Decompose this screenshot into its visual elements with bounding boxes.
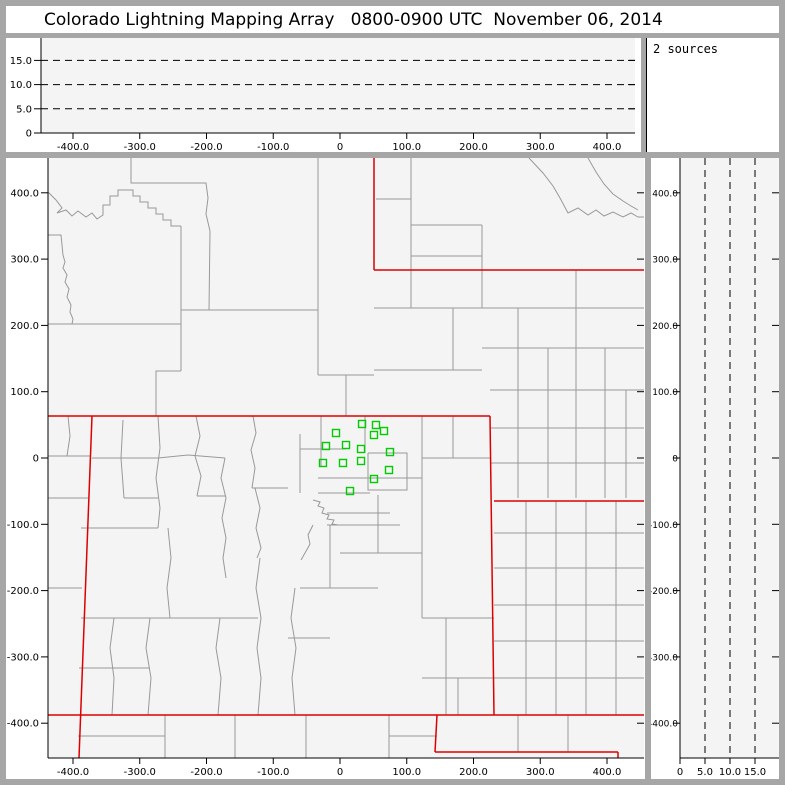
county-border-line: [587, 158, 639, 211]
ns-tick-label: 0: [672, 455, 678, 465]
page-title: Colorado Lightning Mapping Array 0800-09…: [44, 9, 663, 30]
plan-view-map-panel[interactable]: 400.0 300.0 200.0 100.0 0 -100.0 -200.0 -300.0 -…: [6, 158, 645, 779]
county-border-line: [155, 370, 181, 416]
lma-station-marker: [356, 444, 366, 454]
ew-tick-label: -300.0: [124, 767, 156, 778]
county-border-line: [66, 415, 71, 457]
ns-tick-label: 300.0: [10, 255, 39, 266]
ew-tick-label: 300.0: [526, 767, 555, 778]
lma-station-marker: [321, 441, 331, 451]
plot-background[interactable]: [41, 38, 635, 133]
altitude-ew-panel[interactable]: 15.0 10.0 5.0 0 -400.0 -300.0 -200.0 -100.0 0 100…: [6, 38, 641, 152]
county-border-line: [208, 230, 211, 311]
alt-tick-label: 0: [677, 767, 683, 778]
county-border-line: [215, 617, 222, 716]
county-border-line: [220, 457, 227, 579]
state-border-line: [78, 415, 93, 758]
ew-tick-label: 0: [337, 767, 343, 778]
ns-tick-label: -200.0: [7, 586, 39, 597]
altitude-ns-plot[interactable]: 400.0 300.0 200.0 100.0 0 -100.0 -200.0 -300.0 -…: [651, 158, 779, 779]
ns-tick-label: 400.0: [10, 188, 39, 199]
county-border-line: [48, 189, 181, 227]
alt-tick-label: 5.0: [16, 104, 32, 115]
ew-tick-label: -300.0: [124, 142, 156, 152]
ns-tick-label: 0: [33, 454, 39, 465]
lma-station-marker: [385, 447, 395, 457]
lma-station-marker: [345, 486, 355, 496]
ew-tick-label: 400.0: [593, 767, 622, 778]
county-border-line: [254, 487, 262, 559]
altitude-ew-plot[interactable]: 15.0 10.0 5.0 0 -400.0 -300.0 -200.0 -100.0 0 100…: [6, 38, 641, 152]
alt-tick-label: 10.0: [719, 767, 741, 778]
ew-tick-label: -200.0: [190, 767, 222, 778]
county-border-line: [290, 587, 297, 716]
lma-station-marker: [369, 430, 379, 440]
state-border-line: [489, 415, 495, 716]
county-border-line: [166, 527, 172, 619]
alt-tick-label: 0: [26, 129, 32, 140]
ew-tick-label: 200.0: [459, 142, 488, 152]
ns-tick-label: -400.0: [7, 719, 39, 730]
alt-tick-label: 10.0: [10, 80, 32, 91]
ns-tick-label: -300.0: [7, 652, 39, 663]
sources-box: 2 sources: [646, 38, 779, 152]
ew-tick-label: 400.0: [593, 142, 622, 152]
alt-tick-label: 15.0: [10, 56, 32, 67]
title-bar: Colorado Lightning Mapping Array 0800-09…: [6, 6, 779, 33]
ew-tick-label: 100.0: [392, 142, 421, 152]
county-border-line: [255, 557, 262, 716]
plan-view-map-plot[interactable]: 400.0 300.0 200.0 100.0 0 -100.0 -200.0 -300.0 -…: [6, 158, 645, 779]
ew-tick-label: -100.0: [257, 142, 289, 152]
ns-tick-label: -100.0: [651, 521, 678, 531]
county-border-line: [109, 617, 115, 716]
ew-tick-label: -400.0: [57, 767, 89, 778]
lma-station-marker: [379, 426, 389, 436]
lma-station-marker: [318, 458, 328, 468]
ns-tick-label: 400.0: [652, 189, 678, 199]
lma-station-marker: [371, 420, 381, 430]
lma-station-marker: [356, 456, 366, 466]
lma-station-marker: [338, 458, 348, 468]
lma-station-marker: [384, 465, 394, 475]
county-border-line: [48, 234, 74, 325]
county-border-line: [155, 415, 161, 529]
lma-station-marker: [331, 428, 341, 438]
lma-station-marker: [357, 419, 367, 429]
ew-tick-label: 300.0: [526, 142, 555, 152]
alt-tick-label: 5.0: [697, 767, 713, 778]
map-geometry: [48, 158, 644, 758]
ns-tick-label: -300.0: [651, 653, 678, 663]
ew-tick-label: 0: [337, 142, 343, 152]
ew-tick-label: 200.0: [459, 767, 488, 778]
lma-station-marker: [369, 474, 379, 484]
state-border-line: [434, 714, 438, 753]
ns-tick-label: 200.0: [10, 321, 39, 332]
sources-count-label: 2 sources: [653, 42, 719, 56]
ns-tick-label: 100.0: [10, 387, 39, 398]
county-border-line: [145, 617, 152, 716]
ew-tick-label: -400.0: [57, 142, 89, 152]
ns-tick-label: -400.0: [651, 720, 678, 730]
county-border-line: [312, 499, 339, 526]
altitude-ns-panel[interactable]: 400.0 300.0 200.0 100.0 0 -100.0 -200.0 -300.0 -…: [651, 158, 779, 779]
ns-tick-label: -100.0: [7, 520, 39, 531]
ew-tick-label: -100.0: [257, 767, 289, 778]
county-border-line: [528, 158, 644, 218]
ns-tick-label: 300.0: [652, 256, 678, 266]
lma-station-marker: [341, 440, 351, 450]
ns-tick-label: 100.0: [652, 388, 678, 398]
alt-tick-label: 15.0: [744, 767, 766, 778]
ns-tick-label: 200.0: [652, 322, 678, 332]
county-border-line: [157, 454, 226, 459]
county-border-line: [300, 524, 314, 561]
county-border-line: [120, 419, 125, 499]
ns-tick-label: -200.0: [651, 587, 678, 597]
county-border-line: [250, 415, 257, 489]
county-border-line: [130, 158, 211, 232]
ew-tick-label: -200.0: [190, 142, 222, 152]
ew-tick-label: 100.0: [392, 767, 421, 778]
